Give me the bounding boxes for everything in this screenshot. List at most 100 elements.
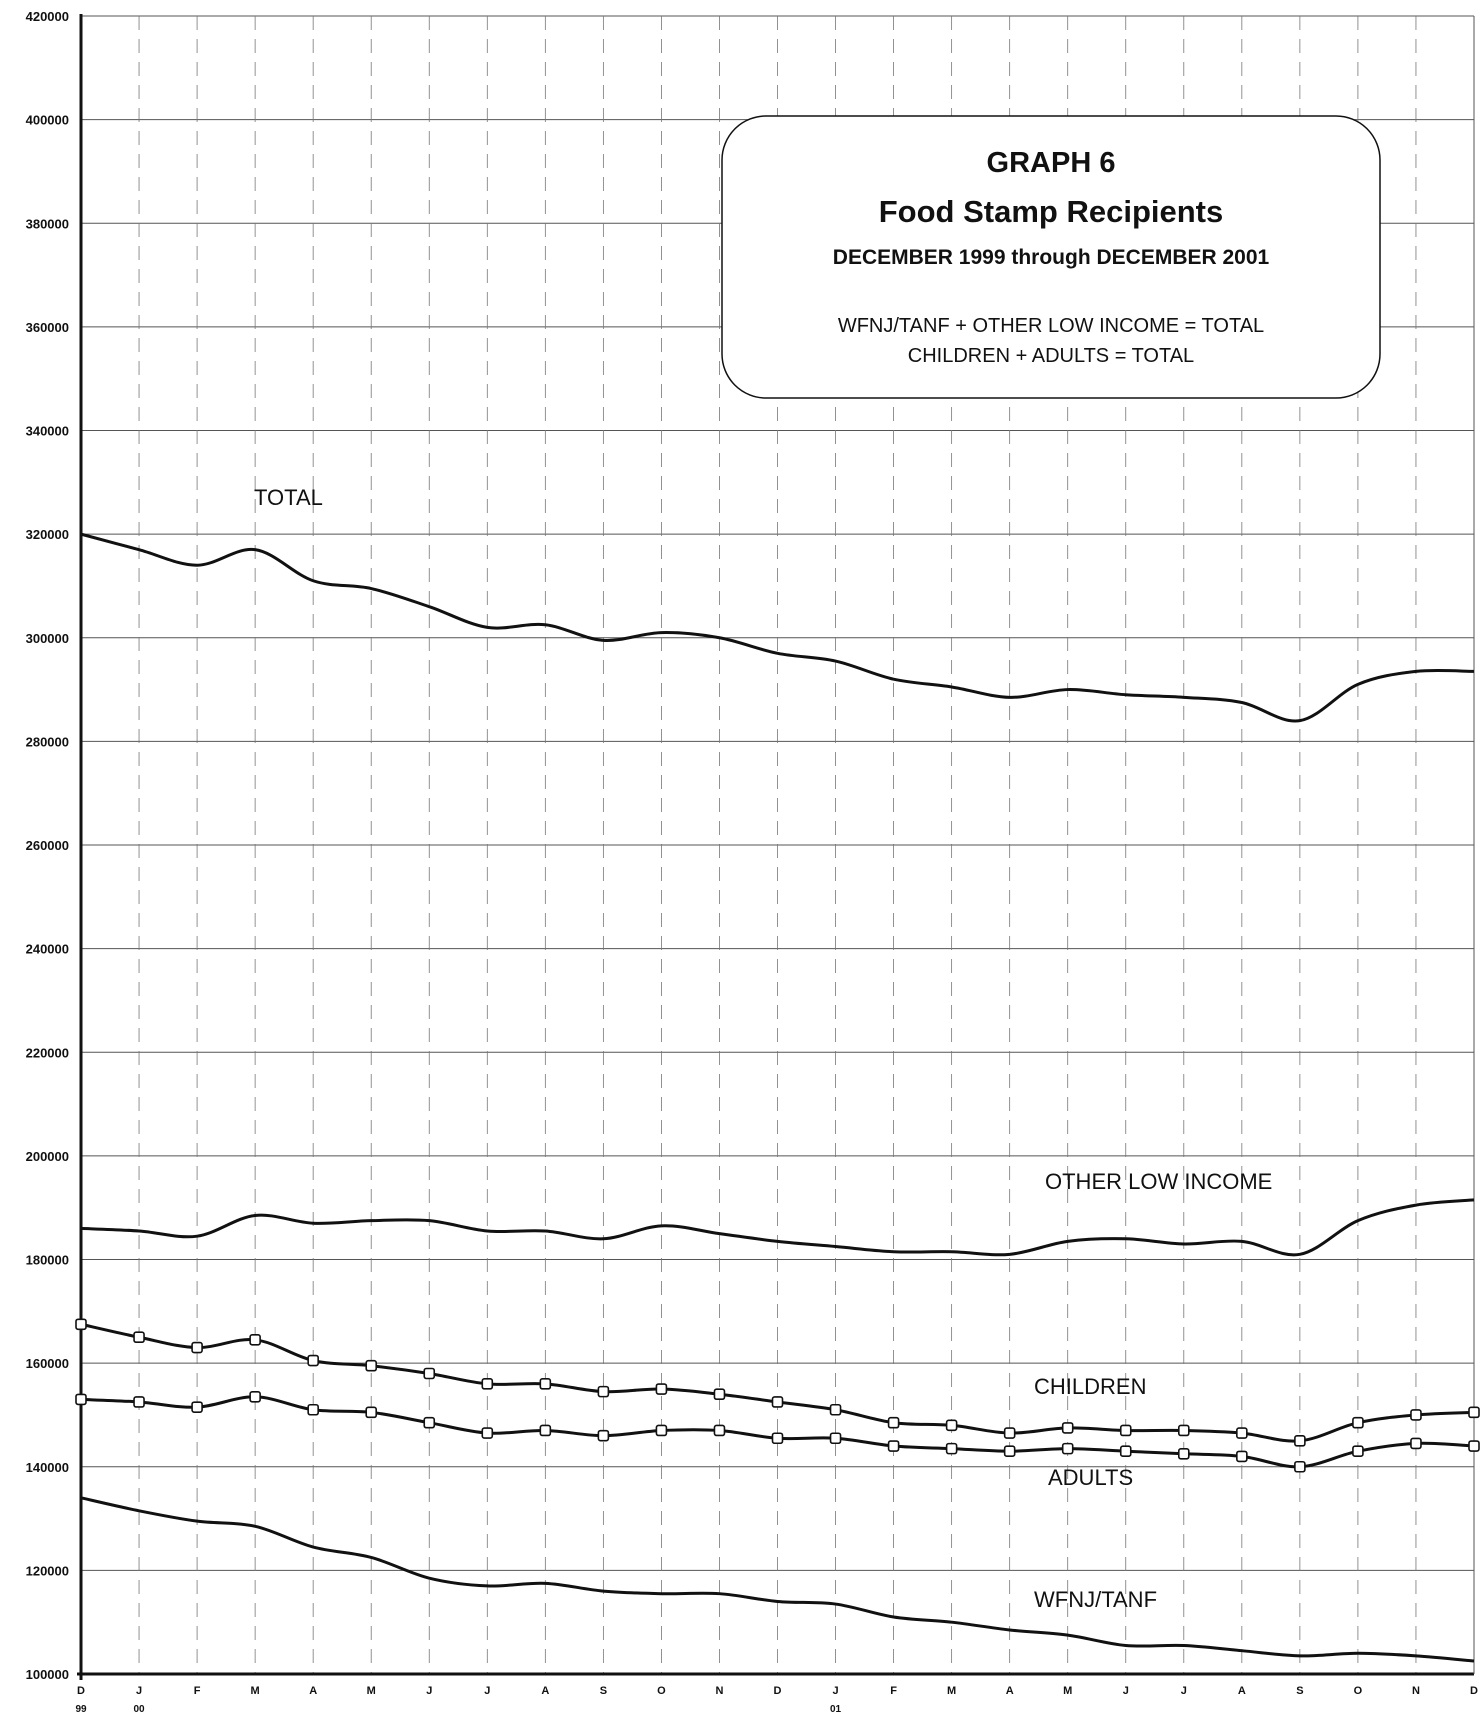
x-tick-label: J bbox=[1181, 1685, 1187, 1697]
point-adults bbox=[307, 1403, 319, 1416]
y-tick-labels: 100000 120000 140000 160000 180000 200000 2200… bbox=[26, 9, 69, 1682]
series-line-other-low-income bbox=[80, 1198, 1475, 1257]
y-tick-label: 120000 bbox=[26, 1563, 69, 1578]
point-children bbox=[423, 1367, 436, 1380]
series-label-other-low-income: OTHER LOW INCOME bbox=[1045, 1169, 1272, 1194]
y-tick-label: 240000 bbox=[26, 942, 69, 957]
point-children bbox=[945, 1419, 958, 1432]
point-adults bbox=[597, 1429, 610, 1442]
series-line-wfnj-tanf bbox=[80, 1496, 1475, 1663]
x-tick-label: M bbox=[251, 1685, 260, 1697]
point-adults bbox=[1003, 1445, 1016, 1458]
series-label-total: TOTAL bbox=[254, 485, 323, 510]
point-adults bbox=[191, 1401, 203, 1413]
point-children bbox=[655, 1383, 668, 1395]
x-tick-label: A bbox=[541, 1685, 549, 1697]
point-children bbox=[1003, 1427, 1016, 1439]
x-tick-label: D bbox=[77, 1685, 85, 1697]
x-year-label: 00 bbox=[133, 1704, 145, 1715]
point-children bbox=[713, 1388, 726, 1401]
point-adults bbox=[1468, 1440, 1480, 1452]
y-tick-label: 320000 bbox=[26, 527, 69, 542]
point-adults bbox=[1410, 1437, 1422, 1450]
point-children bbox=[1177, 1424, 1190, 1437]
x-year-label: 99 bbox=[75, 1704, 87, 1715]
x-tick-labels: D J F M A M J J A S O N D J F M A M J J A S O N D 99 00 01 bbox=[75, 1685, 1478, 1715]
x-tick-label: F bbox=[890, 1685, 897, 1697]
point-adults bbox=[829, 1432, 842, 1445]
series-label-wfnj-tanf: WFNJ/TANF bbox=[1034, 1587, 1157, 1612]
point-adults bbox=[1119, 1445, 1132, 1458]
y-tick-label: 200000 bbox=[26, 1149, 69, 1164]
point-children bbox=[1236, 1427, 1248, 1439]
point-children bbox=[829, 1403, 842, 1416]
point-children bbox=[1410, 1409, 1422, 1421]
point-adults bbox=[771, 1432, 784, 1445]
x-tick-label: F bbox=[194, 1685, 201, 1697]
point-children bbox=[133, 1331, 145, 1344]
x-tick-label: M bbox=[947, 1685, 956, 1697]
y-tick-label: 180000 bbox=[26, 1253, 69, 1268]
chart-title: GRAPH 6 bbox=[987, 147, 1116, 179]
x-tick-label: S bbox=[1296, 1685, 1303, 1697]
point-children bbox=[481, 1378, 494, 1390]
x-tick-label: M bbox=[1063, 1685, 1072, 1697]
y-tick-label: 340000 bbox=[26, 424, 69, 439]
y-tick-label: 260000 bbox=[26, 838, 69, 853]
series-label-adults: ADULTS bbox=[1048, 1465, 1133, 1490]
point-adults bbox=[249, 1391, 261, 1403]
x-year-label: 01 bbox=[830, 1704, 842, 1715]
point-adults bbox=[945, 1442, 958, 1455]
point-adults bbox=[1061, 1442, 1074, 1455]
title-box: GRAPH 6 Food Stamp Recipients DECEMBER 1… bbox=[721, 115, 1381, 399]
x-tick-label: J bbox=[426, 1685, 432, 1697]
y-tick-label: 220000 bbox=[26, 1045, 69, 1060]
y-tick-label: 280000 bbox=[26, 734, 69, 749]
point-children bbox=[771, 1396, 784, 1408]
point-adults bbox=[1236, 1450, 1248, 1463]
title-box-frame bbox=[721, 115, 1381, 399]
x-tick-label: D bbox=[774, 1685, 782, 1697]
point-adults bbox=[365, 1406, 378, 1419]
y-tick-label: 160000 bbox=[26, 1356, 69, 1371]
point-children bbox=[365, 1359, 378, 1372]
point-children bbox=[191, 1341, 203, 1354]
point-children bbox=[597, 1385, 610, 1398]
x-tick-label: J bbox=[1123, 1685, 1129, 1697]
x-tick-label: M bbox=[367, 1685, 376, 1697]
y-tick-label: 300000 bbox=[26, 631, 69, 646]
point-adults bbox=[713, 1424, 726, 1437]
x-tick-label: A bbox=[1238, 1685, 1246, 1697]
point-adults bbox=[539, 1424, 552, 1437]
point-children bbox=[75, 1318, 87, 1331]
x-tick-label: A bbox=[1006, 1685, 1014, 1697]
point-adults bbox=[75, 1393, 87, 1406]
point-adults bbox=[1352, 1445, 1364, 1458]
y-tick-label: 400000 bbox=[26, 113, 69, 128]
point-children bbox=[1119, 1424, 1132, 1437]
x-tick-label: N bbox=[715, 1685, 723, 1697]
y-tick-label: 140000 bbox=[26, 1460, 69, 1475]
chart-note-1: WFNJ/TANF + OTHER LOW INCOME = TOTAL bbox=[838, 315, 1264, 337]
x-tick-label: N bbox=[1412, 1685, 1420, 1697]
y-tick-label: 380000 bbox=[26, 216, 69, 231]
point-children bbox=[249, 1334, 261, 1346]
point-adults bbox=[887, 1440, 900, 1452]
point-adults bbox=[1294, 1460, 1306, 1473]
point-children bbox=[307, 1354, 319, 1367]
series-label-children: CHILDREN bbox=[1034, 1374, 1146, 1399]
point-children bbox=[887, 1416, 900, 1429]
point-children bbox=[539, 1378, 552, 1390]
x-tick-label: O bbox=[1354, 1685, 1363, 1697]
point-adults bbox=[133, 1396, 145, 1408]
point-children bbox=[1468, 1406, 1480, 1419]
x-tick-label: J bbox=[832, 1685, 838, 1697]
chart-subtitle: Food Stamp Recipients bbox=[879, 194, 1223, 229]
series-line-total bbox=[80, 532, 1475, 723]
point-adults bbox=[1177, 1447, 1190, 1460]
x-tick-label: O bbox=[657, 1685, 666, 1697]
y-tick-label: 420000 bbox=[26, 9, 69, 24]
x-tick-label: S bbox=[600, 1685, 607, 1697]
x-tick-label: D bbox=[1470, 1685, 1478, 1697]
